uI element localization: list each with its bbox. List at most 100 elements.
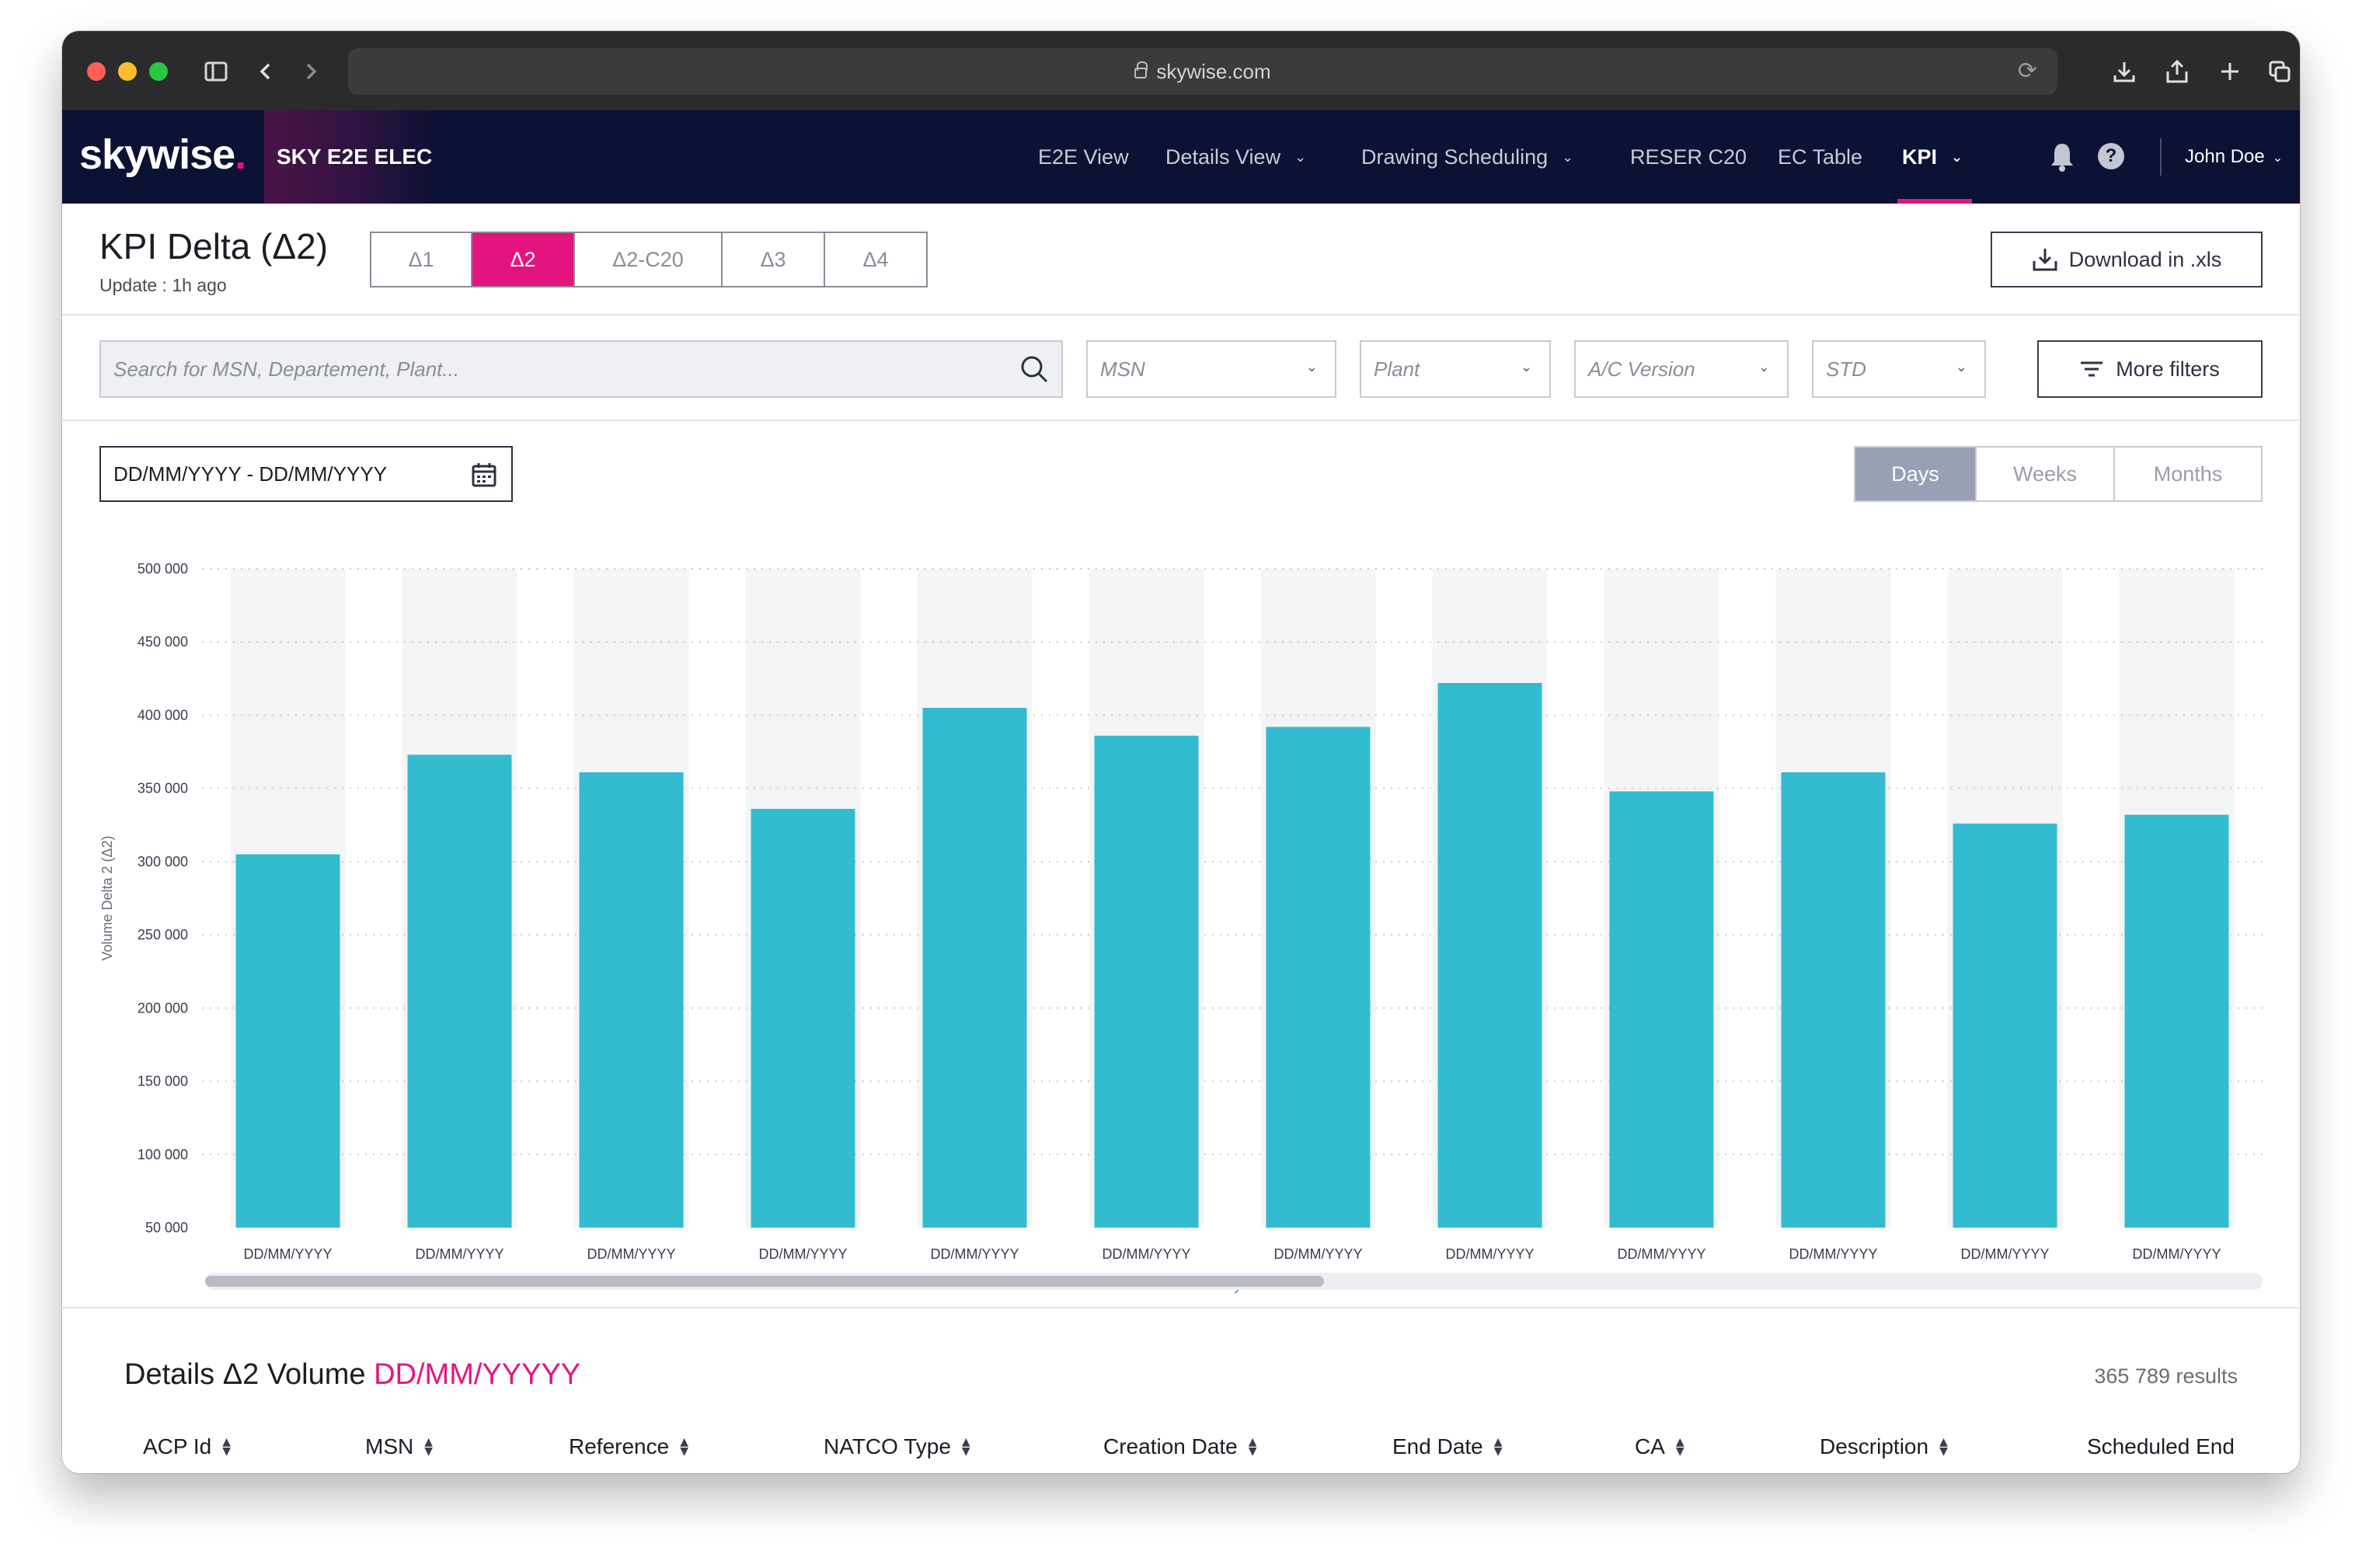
divider [62,420,2300,421]
view-weeks-button[interactable]: Weeks [1977,448,2115,500]
tab-delta-2[interactable]: Δ2 [472,233,575,286]
column-end-date[interactable]: End Date ▲ ▼ [1392,1434,1503,1458]
sort-icon[interactable]: ▲ ▼ [961,1436,970,1458]
nav-drawing-scheduling[interactable]: Drawing Scheduling ⌄ [1361,145,1574,169]
close-window-button[interactable] [87,62,106,81]
app-header: skywise. SKY E2E ELEC E2E View Details V… [62,110,2300,204]
delta-tabs: Δ1 Δ2 Δ2-C20 Δ3 Δ4 [370,232,928,287]
column-acp-id[interactable]: ACP Id ▲ ▼ [143,1434,231,1458]
chevron-down-icon: ⌄ [1305,359,1318,375]
results-count: 365 789 results [2094,1364,2238,1388]
chevron-down-icon: ⌄ [1758,359,1770,375]
url-text: skywise.com [1156,59,1271,83]
more-filters-button[interactable]: More filters [2037,340,2263,398]
divider [62,314,2300,315]
column-natco-type[interactable]: NATCO Type ▲ ▼ [824,1434,970,1458]
details-date: DD/MM/YYYYY [374,1358,581,1391]
x-tick-label: DD/MM/YYYY [1617,1246,1705,1262]
details-title: Details Δ2 Volume DD/MM/YYYYY [124,1358,581,1391]
x-tick-label: DD/MM/YYYY [2132,1246,2221,1262]
tab-delta-4[interactable]: Δ4 [862,247,889,271]
search-input[interactable]: Search for MSN, Departement, Plant... [99,340,1063,398]
chart-scrollbar[interactable] [205,1273,2263,1290]
zoom-window-button[interactable] [149,62,168,81]
skywise-logo[interactable]: skywise. [79,131,246,178]
column-description[interactable]: Description ▲ ▼ [1820,1434,1948,1458]
search-icon[interactable] [1019,354,1049,384]
x-tick-label: DD/MM/YYYY [1789,1246,1877,1262]
address-bar[interactable]: skywise.com ⟳ [348,48,2057,95]
bar [235,854,340,1228]
nav-e2e-view[interactable]: E2E View [1038,145,1129,169]
header-divider [2160,138,2162,176]
calendar-icon[interactable] [471,462,497,488]
ac-version-select[interactable]: A/C Version ⌄ [1574,340,1789,398]
msn-select[interactable]: MSN ⌄ [1086,340,1336,398]
column-creation-date[interactable]: Creation Date ▲ ▼ [1103,1434,1257,1458]
view-months-button[interactable]: Months [2153,462,2223,486]
tabs-overview-icon[interactable] [2261,53,2298,90]
back-arrow-icon[interactable] [247,53,284,90]
date-range-value: DD/MM/YYYY - DD/MM/YYYY [113,462,388,486]
sort-icon[interactable]: ▲ ▼ [680,1436,688,1458]
column-ca[interactable]: CA ▲ ▼ [1635,1434,1684,1458]
column-reference[interactable]: Reference ▲ ▼ [569,1434,688,1458]
sort-icon[interactable]: ▲ ▼ [424,1436,434,1458]
nav-details-view[interactable]: Details View ⌄ [1165,145,1307,169]
lock-icon [1134,61,1148,78]
user-menu[interactable]: John Doe ⌄ [2185,146,2284,167]
browser-toolbar: skywise.com ⟳ [62,31,2300,110]
chevron-down-icon: ⌄ [1562,148,1574,166]
scrollbar-thumb[interactable] [205,1276,1324,1287]
sort-icon[interactable]: ▲ ▼ [1493,1436,1503,1458]
bar [922,708,1027,1228]
share-icon[interactable] [2158,53,2196,90]
minimize-window-button[interactable] [118,62,137,81]
forward-arrow-icon[interactable] [292,53,329,90]
nav-ec-table[interactable]: EC Table [1778,145,1863,169]
chevron-down-icon: ⌄ [1951,148,1963,166]
divider [62,1307,2300,1308]
bar [751,809,855,1228]
std-select[interactable]: STD ⌄ [1812,340,1986,398]
reload-icon[interactable]: ⟳ [2017,57,2037,85]
x-tick-label: DD/MM/YYYY [758,1246,847,1262]
help-icon[interactable]: ? [2098,143,2124,169]
sidebar-toggle-icon[interactable] [197,53,235,90]
sort-icon[interactable]: ▲ ▼ [1248,1436,1257,1458]
x-tick-label: DD/MM/YYYY [415,1246,503,1262]
y-tick-label: 500 000 [138,561,188,577]
view-days-button[interactable]: Days [1855,448,1977,500]
sort-icon[interactable]: ▲ ▼ [1939,1436,1948,1458]
active-nav-indicator [1897,199,1972,204]
column-scheduled-end[interactable]: Scheduled End [2087,1434,2235,1458]
y-tick-label: 100 000 [138,1147,188,1162]
chevron-down-icon: ⌄ [1520,359,1532,375]
x-tick-label: DD/MM/YYYY [1102,1246,1190,1262]
date-range-input[interactable]: DD/MM/YYYY - DD/MM/YYYY [99,446,513,502]
plant-select[interactable]: Plant ⌄ [1360,340,1551,398]
sort-icon[interactable]: ▲ ▼ [1675,1436,1684,1458]
column-msn[interactable]: MSN ▲ ▼ [365,1434,434,1458]
notification-bell-icon[interactable] [2050,141,2075,172]
nav-kpi[interactable]: KPI ⌄ [1902,145,1963,169]
tab-delta-1[interactable]: Δ1 [371,233,472,286]
new-tab-icon[interactable] [2211,53,2249,90]
tab-delta-3[interactable]: Δ3 [723,233,825,286]
sort-icon[interactable]: ▲ ▼ [222,1436,231,1458]
x-tick-label: DD/MM/YYYY [243,1246,332,1262]
download-xls-button[interactable]: Download in .xls [1991,232,2263,287]
x-tick-label: DD/MM/YYYY [930,1246,1019,1262]
product-name: SKY E2E ELEC [264,110,435,204]
update-time: Update : 1h ago [99,275,227,295]
more-filters-label: More filters [2116,357,2220,381]
download-icon[interactable] [2106,53,2143,90]
bar [579,772,684,1228]
search-placeholder: Search for MSN, Departement, Plant... [113,357,460,381]
browser-window: skywise.com ⟳ skywise. SKY E2E ELEC E2E … [62,31,2300,1473]
tab-delta-2-c20[interactable]: Δ2-C20 [575,233,723,286]
y-tick-label: 450 000 [138,634,188,650]
download-label: Download in .xls [2068,247,2222,271]
y-tick-label: 50 000 [145,1220,188,1235]
nav-reser-c20[interactable]: RESER C20 [1630,145,1747,169]
